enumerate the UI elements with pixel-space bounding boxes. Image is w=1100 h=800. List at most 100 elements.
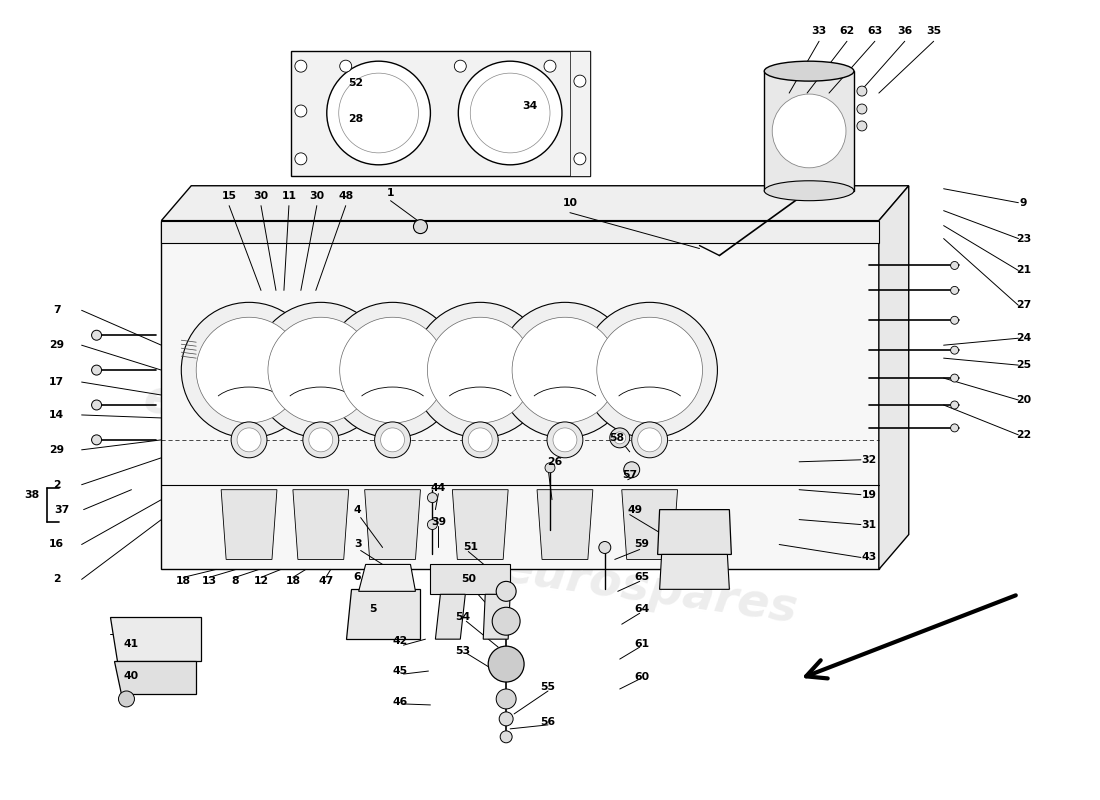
Polygon shape [162, 221, 879, 242]
Circle shape [598, 542, 611, 554]
Text: 37: 37 [54, 505, 69, 514]
Text: 2: 2 [53, 480, 60, 490]
Circle shape [513, 318, 618, 423]
Circle shape [231, 422, 267, 458]
Ellipse shape [764, 181, 854, 201]
Text: 33: 33 [812, 26, 827, 36]
Text: 30: 30 [253, 190, 268, 201]
Polygon shape [293, 490, 349, 559]
Text: 49: 49 [627, 505, 642, 514]
Text: 59: 59 [635, 539, 649, 550]
Polygon shape [162, 186, 909, 221]
Circle shape [496, 689, 516, 709]
Circle shape [119, 691, 134, 707]
Text: 42: 42 [393, 636, 408, 646]
Circle shape [327, 61, 430, 165]
Text: 6: 6 [354, 572, 362, 582]
Ellipse shape [764, 61, 854, 81]
Circle shape [91, 330, 101, 340]
Text: 4: 4 [354, 505, 362, 514]
Circle shape [182, 302, 317, 438]
Circle shape [582, 302, 717, 438]
Text: 22: 22 [1015, 430, 1031, 440]
Text: 48: 48 [338, 190, 353, 201]
Text: 41: 41 [124, 639, 139, 649]
Circle shape [857, 104, 867, 114]
Text: 8: 8 [231, 576, 239, 586]
Text: 52: 52 [348, 78, 363, 88]
Text: 3: 3 [354, 539, 362, 550]
Text: 10: 10 [562, 198, 578, 208]
Text: 32: 32 [861, 454, 877, 465]
Text: 35: 35 [926, 26, 942, 36]
Polygon shape [621, 490, 678, 559]
Text: 15: 15 [221, 190, 236, 201]
Polygon shape [436, 594, 465, 639]
Text: 45: 45 [393, 666, 408, 676]
Polygon shape [660, 554, 729, 590]
Circle shape [544, 60, 556, 72]
Text: 60: 60 [634, 672, 649, 682]
Circle shape [950, 424, 958, 432]
Text: 56: 56 [540, 717, 556, 727]
Text: 7: 7 [53, 306, 60, 315]
Text: 18: 18 [176, 576, 190, 586]
Text: eurospares: eurospares [498, 546, 801, 633]
Text: 1: 1 [387, 188, 394, 198]
Text: 11: 11 [282, 190, 296, 201]
Circle shape [91, 400, 101, 410]
Circle shape [428, 493, 438, 502]
Circle shape [950, 286, 958, 294]
Text: 44: 44 [431, 482, 446, 493]
Circle shape [950, 346, 958, 354]
Circle shape [471, 73, 550, 153]
Polygon shape [570, 51, 590, 176]
Text: 13: 13 [201, 576, 217, 586]
Text: 31: 31 [861, 519, 877, 530]
Text: 55: 55 [540, 682, 556, 692]
Polygon shape [345, 590, 420, 639]
Polygon shape [879, 186, 909, 570]
Text: 51: 51 [463, 542, 477, 553]
Circle shape [324, 302, 460, 438]
Circle shape [574, 153, 586, 165]
Text: 12: 12 [253, 576, 268, 586]
Circle shape [614, 432, 626, 444]
Text: 16: 16 [50, 539, 64, 550]
Text: 29: 29 [50, 445, 64, 455]
Circle shape [500, 731, 513, 743]
Circle shape [950, 374, 958, 382]
Polygon shape [430, 565, 510, 594]
Text: 23: 23 [1015, 234, 1031, 243]
Circle shape [414, 220, 428, 234]
Text: 50: 50 [461, 574, 476, 584]
Circle shape [295, 153, 307, 165]
Polygon shape [452, 490, 508, 559]
Circle shape [496, 582, 516, 602]
Circle shape [309, 428, 333, 452]
Text: 9: 9 [1020, 198, 1027, 208]
Text: 27: 27 [1015, 300, 1031, 310]
Text: 17: 17 [50, 377, 64, 387]
Circle shape [499, 712, 513, 726]
Text: 62: 62 [839, 26, 855, 36]
Circle shape [544, 462, 556, 473]
Polygon shape [359, 565, 416, 591]
Circle shape [950, 262, 958, 270]
Circle shape [574, 75, 586, 87]
Circle shape [238, 428, 261, 452]
Circle shape [339, 73, 418, 153]
Circle shape [91, 435, 101, 445]
Text: 47: 47 [318, 576, 333, 586]
Polygon shape [221, 490, 277, 559]
Circle shape [553, 428, 576, 452]
Text: 29: 29 [50, 340, 64, 350]
Circle shape [488, 646, 524, 682]
Text: 63: 63 [867, 26, 882, 36]
Text: 5: 5 [368, 604, 376, 614]
Circle shape [268, 318, 374, 423]
Text: 53: 53 [454, 646, 470, 656]
Circle shape [857, 86, 867, 96]
Text: 36: 36 [898, 26, 912, 36]
Circle shape [857, 121, 867, 131]
